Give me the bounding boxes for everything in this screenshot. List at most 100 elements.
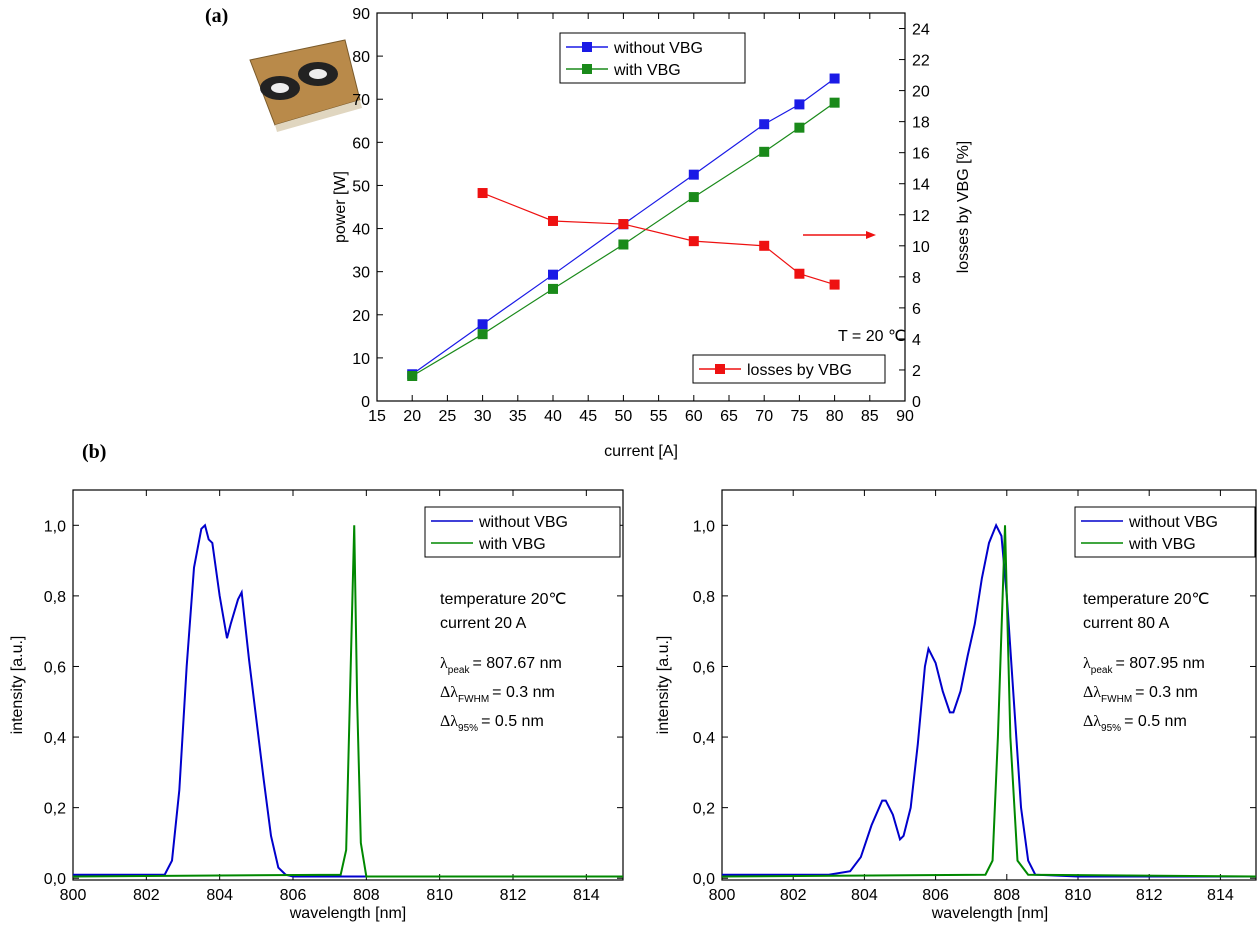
legend-marker (582, 64, 592, 74)
marker (477, 319, 488, 330)
parameter-subscript: 95% (458, 723, 478, 734)
marker (688, 192, 699, 203)
parameter-symbol: Δλ (1083, 713, 1101, 730)
y-tick-label: 0,0 (44, 871, 66, 888)
device-photo (249, 39, 362, 132)
legend-label: with VBG (1128, 536, 1196, 553)
series-line (73, 523, 623, 878)
x-tick-label: 806 (922, 887, 949, 904)
legend-marker (715, 364, 725, 374)
marker (407, 370, 418, 381)
legend-label: losses by VBG (747, 362, 852, 379)
x-tick-label: 15 (368, 408, 386, 425)
x-tick-label: 800 (709, 887, 736, 904)
x-tick-label: 35 (509, 408, 527, 425)
y2-tick-label: 4 (912, 332, 921, 349)
y2-tick-label: 0 (912, 394, 921, 411)
y-tick-label: 0 (361, 394, 370, 411)
legend-label: without VBG (1128, 514, 1218, 531)
y2-tick-label: 8 (912, 270, 921, 287)
x-tick-label: 25 (439, 408, 457, 425)
parameter-value: = 807.95 nm (1115, 655, 1204, 672)
y-tick-label: 0,2 (693, 801, 715, 818)
marker (794, 268, 805, 279)
y-axis-label: intensity [a.u.] (9, 636, 26, 735)
parameter-value: = 0.3 nm (1135, 684, 1198, 701)
parameter: Δλ95% = 0.5 nm (1083, 713, 1187, 734)
marker (548, 215, 558, 226)
marker (759, 240, 770, 251)
y-axis-label: intensity [a.u.] (655, 636, 672, 735)
y-tick-label: 1,0 (693, 518, 715, 535)
x-tick-label: 75 (791, 408, 809, 425)
parameter-symbol: Δλ (1083, 684, 1101, 701)
x-tick-label: 80 (826, 408, 844, 425)
legend-box (1074, 506, 1256, 558)
y2-tick-label: 10 (912, 239, 930, 256)
annotation: T = 20 ℃ (838, 328, 906, 345)
series-line (722, 522, 1256, 878)
parameter-symbol: Δλ (440, 684, 458, 701)
x-tick-label: 40 (544, 408, 562, 425)
y-tick-label: 0,8 (693, 589, 715, 606)
y2-tick-label: 24 (912, 22, 930, 39)
y-tick-label: 40 (352, 222, 370, 239)
x-tick-label: 814 (573, 887, 600, 904)
annotation: current 80 A (1083, 615, 1170, 632)
parameter: λpeak = 807.95 nm (1083, 655, 1205, 676)
y2-tick-label: 14 (912, 177, 930, 194)
parameter-symbol: λ (440, 655, 448, 672)
x-tick-label: 55 (650, 408, 668, 425)
parameter: Δλ95% = 0.5 nm (440, 713, 544, 734)
y2-tick-label: 6 (912, 301, 921, 318)
y-tick-label: 80 (352, 49, 370, 66)
marker (759, 146, 770, 157)
y-tick-label: 20 (352, 308, 370, 325)
legend-label: without VBG (478, 514, 568, 531)
marker (829, 279, 840, 290)
parameter: ΔλFWHM = 0.3 nm (1083, 684, 1198, 705)
marker (477, 329, 488, 340)
y-axis-label: power [W] (332, 171, 349, 243)
y2-tick-label: 16 (912, 146, 930, 163)
parameter-subscript: peak (1091, 665, 1114, 676)
x-tick-label: 808 (353, 887, 380, 904)
marker (618, 219, 629, 230)
y2-tick-label: 12 (912, 208, 930, 225)
x-tick-label: 806 (280, 887, 307, 904)
marker (829, 97, 840, 108)
y-tick-label: 0,8 (44, 589, 66, 606)
arrow (803, 231, 876, 239)
panel-label: (a) (205, 5, 228, 27)
y2-tick-label: 20 (912, 84, 930, 101)
x-axis-label: current [A] (604, 443, 678, 460)
series-line (72, 525, 623, 878)
x-tick-label: 50 (615, 408, 633, 425)
marker (794, 122, 805, 133)
parameter-subscript: 95% (1101, 723, 1121, 734)
x-tick-label: 808 (993, 887, 1020, 904)
y-tick-label: 10 (352, 351, 370, 368)
marker (477, 188, 488, 199)
panel-label: (b) (82, 441, 106, 463)
x-tick-label: 800 (60, 887, 87, 904)
x-tick-label: 812 (500, 887, 527, 904)
x-tick-label: 65 (720, 408, 738, 425)
series-line (411, 78, 835, 375)
x-tick-label: 810 (1065, 887, 1092, 904)
legend-label: with VBG (613, 62, 681, 79)
series-line (482, 192, 835, 286)
x-tick-label: 804 (851, 887, 878, 904)
plot-frame (72, 489, 624, 881)
y-tick-label: 70 (352, 92, 370, 109)
y-tick-label: 0,0 (693, 871, 715, 888)
x-tick-label: 20 (403, 408, 421, 425)
parameter-symbol: Δλ (440, 713, 458, 730)
series-line (411, 102, 835, 377)
x-tick-label: 802 (780, 887, 807, 904)
parameter-value: = 807.67 nm (472, 655, 561, 672)
y2-axis-label: losses by VBG [%] (955, 141, 972, 274)
parameter: ΔλFWHM = 0.3 nm (440, 684, 555, 705)
legend-box (559, 32, 746, 84)
